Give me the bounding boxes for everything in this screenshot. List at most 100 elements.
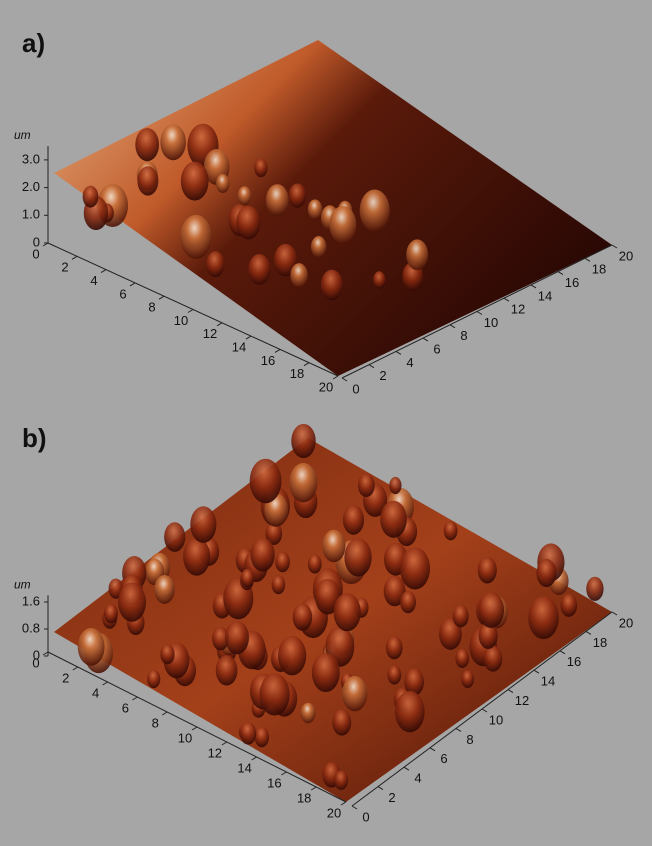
surface-bump [238,186,252,205]
surface-bump [386,636,403,659]
surface-bump [528,596,559,639]
surface-bump [236,206,260,240]
surface-bump [216,174,230,193]
x-tick-label: 2 [62,670,69,685]
surface-bump [291,424,315,458]
surface-bump [118,583,146,622]
surface-bump [312,653,340,692]
y-tick [586,631,591,634]
z-tick-label: 1.0 [22,207,40,222]
y-tick [531,285,536,288]
y-tick [456,728,461,731]
y-tick [396,351,401,354]
z-unit-label: um [14,128,31,142]
x-tick [72,256,77,259]
y-tick [342,378,347,381]
surface-bump [380,501,407,538]
surface-bump [453,605,469,627]
surface-bump [272,575,286,594]
surface-bump [259,673,289,715]
y-tick-label: 14 [538,288,552,303]
y-tick [508,690,513,693]
x-tick [43,652,48,655]
x-tick [222,742,227,745]
surface-bump [254,727,269,747]
x-tick-label: 6 [119,286,126,301]
surface-bump [206,251,224,277]
z-unit-label: um [14,577,31,591]
x-tick [217,323,222,326]
x-tick-label: 6 [122,700,129,715]
x-tick [341,802,346,805]
surface-bump [334,771,348,790]
x-tick-label: 8 [152,715,159,730]
x-tick-label: 18 [297,790,311,805]
plots: a)024681012141618200246810121416182001.0… [14,28,633,825]
y-tick-label: 14 [541,674,555,689]
surface-bump [389,477,401,494]
surface-bump [344,538,371,576]
z-tick-label: 0 [33,234,40,249]
y-tick [534,670,539,673]
surface-bump [83,186,99,208]
x-tick-label: 8 [148,300,155,315]
surface-bump [484,646,503,672]
surface-bump [293,603,313,630]
surface-bump [444,521,458,540]
surface-bump [343,505,364,535]
x-tick-label: 12 [203,326,217,341]
x-tick-label: 4 [92,685,99,700]
panel-label: b) [22,423,47,453]
x-tick-label: 18 [290,366,304,381]
x-tick [311,787,316,790]
y-tick-label: 12 [515,693,529,708]
surface-bump [301,703,316,724]
x-tick-label: 4 [90,273,97,288]
x-tick-label: 2 [61,260,68,275]
y-tick [612,245,617,248]
surface-bump [461,670,474,688]
y-tick [352,806,357,809]
surface-bump [561,594,578,617]
z-tick-label: 0.8 [22,620,40,635]
surface-bump [225,621,249,654]
y-tick-label: 12 [511,302,525,317]
surface-bump [322,530,345,562]
x-tick-label: 20 [327,805,341,820]
x-tick [246,336,251,339]
surface-bump [289,184,306,208]
surface-bump [181,162,209,201]
surface-bump [248,254,270,285]
surface-bump [147,670,160,688]
surface-bump [290,263,307,287]
x-tick-label: 14 [237,760,251,775]
y-tick-label: 20 [619,248,633,263]
y-tick [504,298,509,301]
surface-bump [329,206,356,244]
surface-bump [478,557,497,584]
y-tick-label: 2 [379,368,386,383]
y-tick-label: 6 [433,342,440,357]
y-tick-label: 4 [406,355,413,370]
surface-bump [240,722,256,745]
z-tick-label: 2.0 [22,179,40,194]
figure: a)024681012141618200246810121416182001.0… [0,0,652,846]
surface-bump [241,569,254,588]
surface-bump [358,474,375,498]
y-tick [482,709,487,712]
surface-bump [387,665,401,684]
y-tick-label: 20 [619,615,633,630]
y-tick [585,258,590,261]
y-tick-label: 8 [466,732,473,747]
x-tick [281,772,286,775]
surface-bump [373,271,385,288]
surface-bump [455,649,469,668]
y-tick-label: 0 [352,381,359,396]
y-tick [558,272,563,275]
z-tick-label: 0 [33,647,40,662]
surface-bump [183,538,210,576]
surface-bump [154,575,175,604]
x-tick-label: 16 [261,353,275,368]
surface-bump [586,577,603,601]
y-tick [477,312,482,315]
